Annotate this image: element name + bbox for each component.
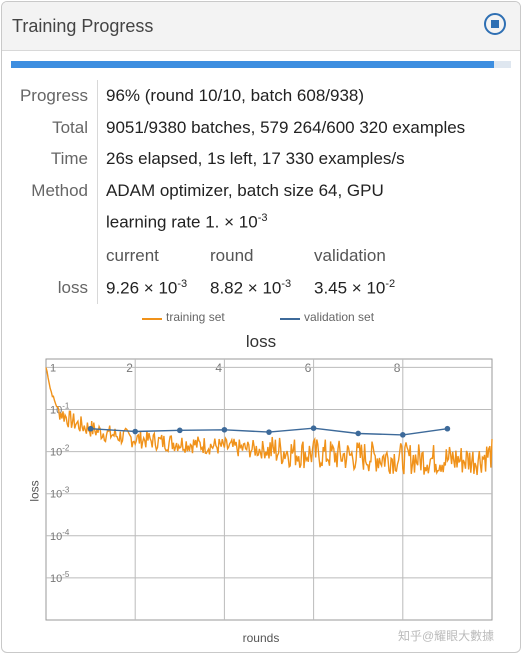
legend-validation-swatch [280, 318, 300, 320]
progress-bar [11, 61, 511, 68]
validation-point [310, 425, 317, 431]
learning-rate-mantissa: learning rate 1. × 10 [106, 212, 258, 232]
loss-round: 8.82 × 10-3 [210, 278, 291, 299]
x-tick-label: 4 [215, 361, 222, 375]
total-label: Total [52, 118, 88, 137]
plot-frame [45, 358, 493, 621]
loss-validation: 3.45 × 10-2 [314, 278, 395, 299]
y-axis-label: loss [27, 480, 42, 502]
progress-label: Progress [19, 86, 88, 105]
training-series-line [45, 367, 493, 476]
watermark: 知乎@耀眼大數據 [398, 629, 495, 643]
y-tick-label: 1 [50, 362, 56, 374]
method-label: Method [31, 181, 88, 200]
label-divider [97, 80, 98, 304]
validation-point [221, 426, 228, 433]
validation-point [87, 425, 94, 432]
validation-point [177, 427, 183, 434]
loss-validation-exponent: -2 [385, 278, 396, 290]
total-value: 9051/9380 batches, 579 264/600 320 examp… [106, 118, 466, 137]
chart-title: loss [245, 332, 277, 351]
loss-current-exponent: -3 [177, 278, 188, 290]
learning-rate-exponent: -3 [257, 212, 268, 224]
panel-header: Training Progress [2, 2, 520, 51]
x-tick-label: 6 [305, 361, 312, 375]
loss-validation-mantissa: 3.45 × 10 [314, 278, 386, 298]
loss-col-current: current [106, 246, 159, 265]
loss-col-round: round [210, 246, 254, 265]
stop-button[interactable] [484, 13, 506, 35]
x-tick-label: 2 [126, 361, 133, 375]
legend-training-swatch [142, 318, 162, 320]
loss-current-mantissa: 9.26 × 10 [106, 278, 178, 298]
legend-validation-label: validation set [304, 310, 375, 324]
validation-point [444, 425, 451, 432]
panel-title: Training Progress [12, 16, 154, 36]
x-tick-label: 8 [394, 361, 401, 375]
time-label: Time [50, 149, 88, 168]
loss-round-mantissa: 8.82 × 10 [210, 278, 282, 298]
loss-current: 9.26 × 10-3 [106, 278, 187, 299]
validation-point [400, 432, 406, 438]
loss-label: loss [57, 278, 88, 297]
progress-bar-fill [11, 61, 494, 68]
validation-point [355, 430, 362, 437]
loss-round-exponent: -3 [281, 278, 292, 290]
legend-training-label: training set [166, 310, 225, 324]
stop-icon [491, 20, 499, 28]
x-axis-label: rounds [242, 631, 280, 645]
method-value: ADAM optimizer, batch size 64, GPU [106, 181, 384, 200]
time-value: 26s elapsed, 1s left, 17 330 examples/s [106, 149, 405, 168]
validation-point [266, 429, 272, 435]
progress-value: 96% (round 10/10, batch 608/938) [106, 86, 365, 105]
loss-col-validation: validation [314, 246, 386, 265]
learning-rate: learning rate 1. × 10-3 [106, 212, 267, 233]
validation-point [132, 428, 138, 435]
